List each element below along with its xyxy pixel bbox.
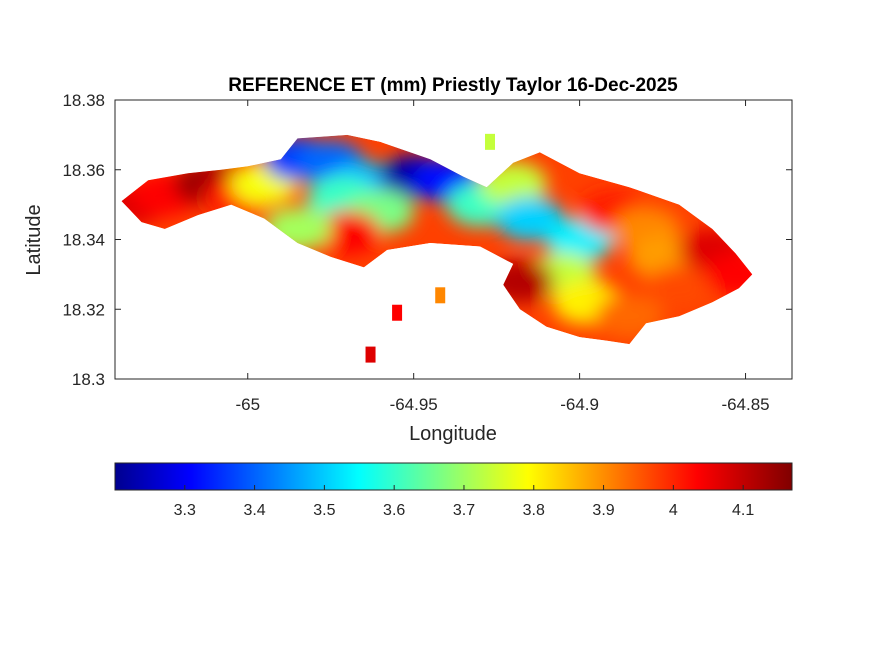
x-tick-label: -64.85 xyxy=(721,395,769,414)
x-tick-label: -65 xyxy=(235,395,260,414)
heatmap-cell-26 xyxy=(704,252,753,297)
y-tick-label: 18.3 xyxy=(72,370,105,389)
colorbar-tick-label: 3.3 xyxy=(174,502,196,519)
x-tick-label: -64.95 xyxy=(390,395,438,414)
heatmap-cell-16 xyxy=(495,196,564,241)
x-tick-label: -64.9 xyxy=(560,395,599,414)
y-axis: 18.3 18.32 18.34 18.36 18.38 xyxy=(62,91,792,389)
colorbar-tick-label: 3.4 xyxy=(243,502,265,519)
y-tick-label: 18.32 xyxy=(62,300,105,319)
heatmap-patch-1 xyxy=(392,304,403,321)
colorbar-tick-label: 3.7 xyxy=(453,502,475,519)
x-axis-label: Longitude xyxy=(409,423,497,445)
heatmap-cell-24 xyxy=(645,266,714,311)
colorbar: 3.3 3.4 3.5 3.6 3.7 3.8 3.9 4 4.1 xyxy=(114,462,793,519)
y-tick-label: 18.34 xyxy=(62,231,105,250)
heatmap-cell-12 xyxy=(313,210,382,255)
colorbar-tick-label: 4 xyxy=(669,502,678,519)
colorbar-tick-label: 4.1 xyxy=(732,502,754,519)
heatmap-patch-2 xyxy=(365,346,376,363)
y-tick-label: 18.36 xyxy=(62,161,105,180)
chart-title: REFERENCE ET (mm) Priestly Taylor 16-Dec… xyxy=(228,75,678,96)
y-axis-label: Latitude xyxy=(23,204,45,275)
heatmap-patch-3 xyxy=(485,133,496,150)
heatmap-patch-0 xyxy=(435,287,446,304)
y-tick-label: 18.38 xyxy=(62,91,105,110)
colorbar-tick-label: 3.5 xyxy=(313,502,335,519)
colorbar-tick-label: 3.6 xyxy=(383,502,405,519)
x-axis: -65 -64.95 -64.9 -64.85 xyxy=(235,100,770,414)
colorbar-tick-label: 3.9 xyxy=(592,502,614,519)
colorbar-gradient xyxy=(114,462,793,491)
colorbar-tick-label: 3.8 xyxy=(523,502,545,519)
